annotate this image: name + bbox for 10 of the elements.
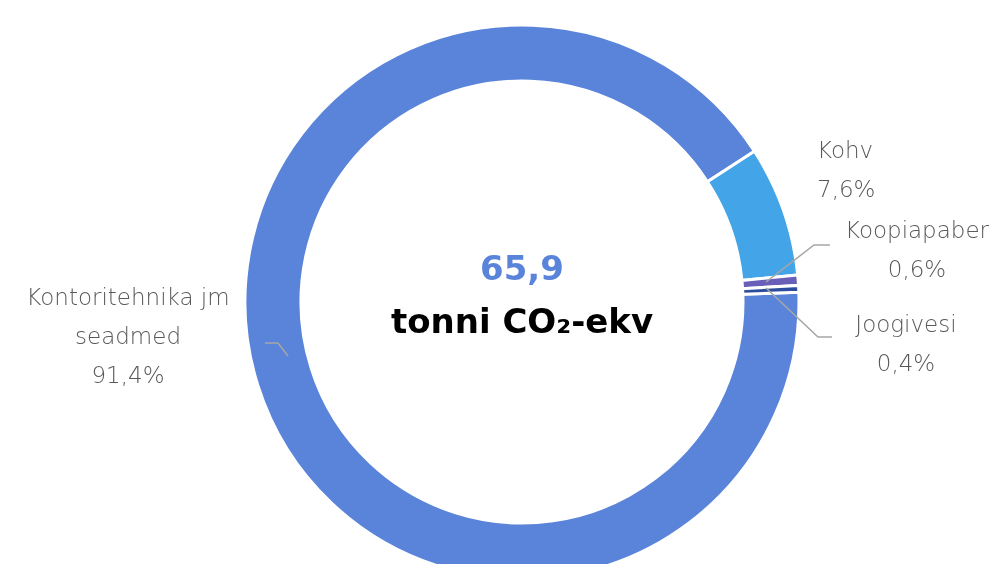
data-label: 91,4% xyxy=(91,362,165,388)
slice-label: Kohv xyxy=(817,137,874,163)
data-label: 0,6% xyxy=(887,256,947,282)
text: 65,9 xyxy=(480,248,564,288)
slice-label: Joogivesi xyxy=(855,311,957,337)
text: tonni CO₂-ekv xyxy=(390,301,654,341)
slice-label: Kontoritehnika jm seadmed xyxy=(26,284,230,349)
slice-label: Koopiapaber xyxy=(844,217,990,243)
data-label: 0,4% xyxy=(876,350,936,376)
data-label: 7,6% xyxy=(817,176,876,202)
